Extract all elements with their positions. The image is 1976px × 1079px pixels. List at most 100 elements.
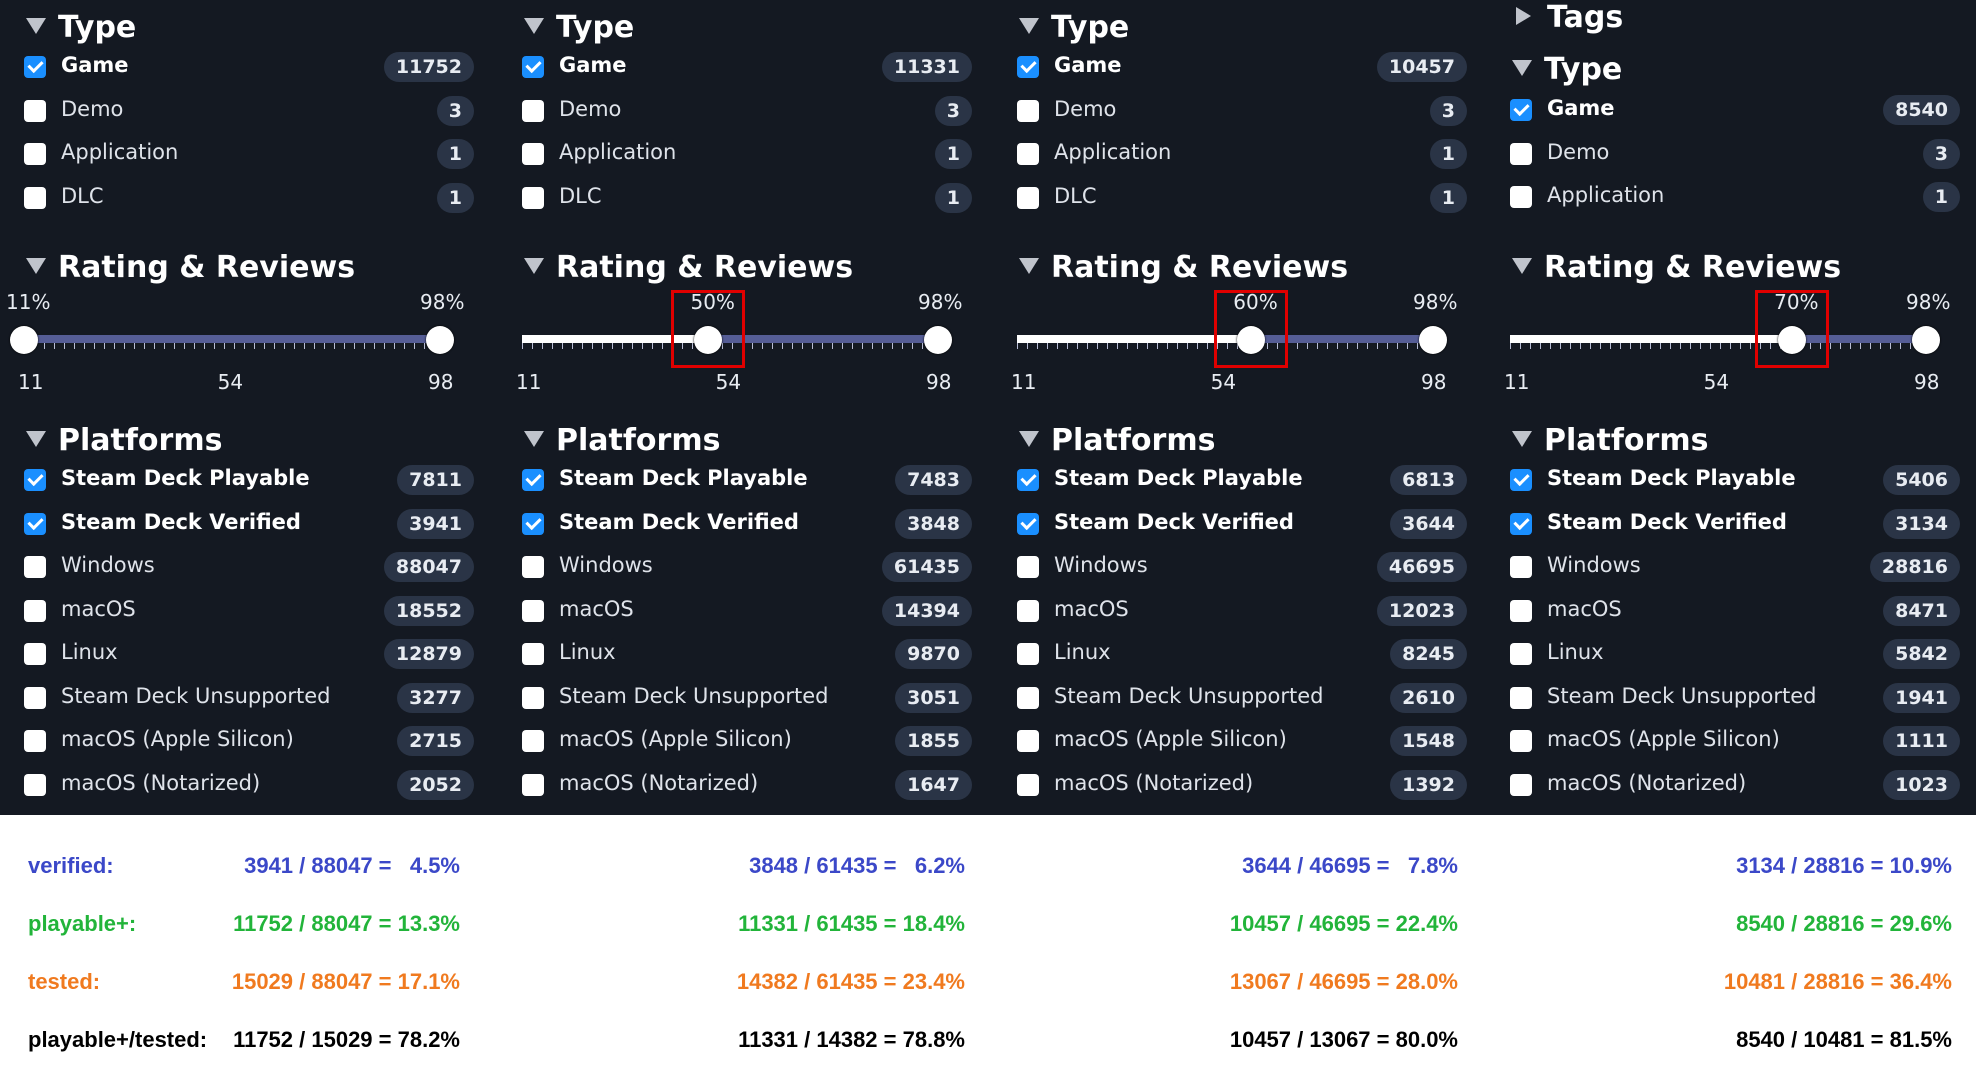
filter-row[interactable]: Steam Deck Playable 7811 [24,463,474,499]
slider-max-handle[interactable] [426,326,454,354]
checkbox[interactable] [1017,186,1039,209]
filter-row[interactable]: Application 1 [1017,137,1467,173]
checkbox[interactable] [522,56,544,78]
slider-min-handle[interactable] [10,326,38,354]
checkbox[interactable] [1017,643,1039,665]
filter-row[interactable]: Application 1 [24,137,474,173]
rating-slider[interactable]: 60% 98% 11 54 98 [1003,290,1473,410]
filter-row[interactable]: Steam Deck Unsupported 1941 [1510,681,1960,717]
filter-row[interactable]: Linux 8245 [1017,637,1467,673]
filter-row[interactable]: macOS 8471 [1510,594,1960,630]
checkbox[interactable] [24,143,46,165]
filter-row[interactable]: Steam Deck Verified 3848 [522,507,972,543]
filter-row[interactable]: macOS (Notarized) 1392 [1017,768,1467,804]
checkbox[interactable] [1017,469,1039,491]
filter-row[interactable]: Demo 3 [1510,137,1960,173]
checkbox[interactable] [1510,186,1532,208]
slider-track[interactable] [1510,335,1926,349]
slider-track[interactable] [24,335,440,349]
filter-row[interactable]: Linux 5842 [1510,637,1960,673]
checkbox[interactable] [24,99,46,122]
type-header[interactable]: Type [26,10,136,46]
filter-row[interactable]: Linux 12879 [24,637,474,673]
filter-row[interactable]: Game 11331 [522,50,972,86]
type-header[interactable]: Type [524,10,634,46]
filter-row[interactable]: Steam Deck Verified 3644 [1017,507,1467,543]
filter-row[interactable]: macOS (Apple Silicon) 2715 [24,724,474,760]
filter-row[interactable]: Steam Deck Unsupported 2610 [1017,681,1467,717]
checkbox[interactable] [522,512,544,535]
filter-row[interactable]: Steam Deck Verified 3941 [24,507,474,543]
rating-header[interactable]: Rating & Reviews [1019,250,1348,286]
checkbox[interactable] [522,643,544,665]
filter-row[interactable]: Steam Deck Unsupported 3051 [522,681,972,717]
checkbox[interactable] [24,643,46,665]
checkbox[interactable] [1510,730,1532,752]
checkbox[interactable] [1017,686,1039,709]
checkbox[interactable] [1017,556,1039,578]
filter-row[interactable]: macOS (Apple Silicon) 1855 [522,724,972,760]
filter-row[interactable]: macOS 12023 [1017,594,1467,630]
checkbox[interactable] [522,186,544,209]
filter-row[interactable]: Application 1 [1510,180,1960,216]
checkbox[interactable] [24,512,46,535]
rating-slider[interactable]: 70% 98% 11 54 98 [1496,290,1966,410]
rating-header[interactable]: Rating & Reviews [26,250,355,286]
filter-row[interactable]: Steam Deck Playable 6813 [1017,463,1467,499]
rating-header[interactable]: Rating & Reviews [524,250,853,286]
checkbox[interactable] [1510,469,1532,491]
checkbox[interactable] [1510,556,1532,578]
checkbox[interactable] [1510,142,1532,165]
rating-header[interactable]: Rating & Reviews [1512,250,1841,286]
platforms-header[interactable]: Platforms [1019,423,1215,459]
filter-row[interactable]: Game 10457 [1017,50,1467,86]
filter-row[interactable]: Steam Deck Playable 5406 [1510,463,1960,499]
checkbox[interactable] [1017,99,1039,122]
filter-row[interactable]: Demo 3 [24,94,474,130]
slider-min-handle[interactable] [694,326,723,354]
filter-row[interactable]: macOS 14394 [522,594,972,630]
slider-track[interactable] [522,335,938,349]
filter-row[interactable]: Game 8540 [1510,93,1960,129]
platforms-header[interactable]: Platforms [524,423,720,459]
platforms-header[interactable]: Platforms [26,423,222,459]
filter-row[interactable]: Demo 3 [522,94,972,130]
checkbox[interactable] [522,143,544,165]
filter-row[interactable]: Linux 9870 [522,637,972,673]
filter-row[interactable]: macOS (Apple Silicon) 1111 [1510,724,1960,760]
slider-track[interactable] [1017,335,1433,349]
filter-row[interactable]: DLC 1 [522,181,972,217]
checkbox[interactable] [1017,512,1039,535]
filter-row[interactable]: Windows 88047 [24,550,474,586]
checkbox[interactable] [1017,599,1039,622]
type-header[interactable]: Type [1019,10,1129,46]
slider-min-handle[interactable] [1778,326,1807,354]
checkbox[interactable] [522,730,544,752]
rating-slider[interactable]: 11% 98% 11 54 98 [6,290,480,410]
slider-min-handle[interactable] [1237,326,1266,354]
filter-row[interactable]: Demo 3 [1017,94,1467,130]
filter-row[interactable]: Steam Deck Verified 3134 [1510,507,1960,543]
checkbox[interactable] [1510,599,1532,622]
filter-row[interactable]: Windows 61435 [522,550,972,586]
checkbox[interactable] [24,730,46,752]
filter-row[interactable]: macOS (Notarized) 1647 [522,768,972,804]
filter-row[interactable]: Windows 46695 [1017,550,1467,586]
checkbox[interactable] [522,686,544,709]
filter-row[interactable]: Game 11752 [24,50,474,86]
filter-row[interactable]: macOS 18552 [24,594,474,630]
checkbox[interactable] [24,599,46,622]
checkbox[interactable] [522,99,544,122]
filter-row[interactable]: Steam Deck Playable 7483 [522,463,972,499]
filter-row[interactable]: Application 1 [522,137,972,173]
checkbox[interactable] [522,556,544,578]
checkbox[interactable] [1017,143,1039,165]
filter-row[interactable]: macOS (Notarized) 2052 [24,768,474,804]
checkbox[interactable] [24,56,46,78]
checkbox[interactable] [1017,730,1039,752]
checkbox[interactable] [24,469,46,491]
filter-row[interactable]: DLC 1 [1017,181,1467,217]
filter-row[interactable]: Steam Deck Unsupported 3277 [24,681,474,717]
checkbox[interactable] [522,773,544,796]
filter-row[interactable]: macOS (Apple Silicon) 1548 [1017,724,1467,760]
